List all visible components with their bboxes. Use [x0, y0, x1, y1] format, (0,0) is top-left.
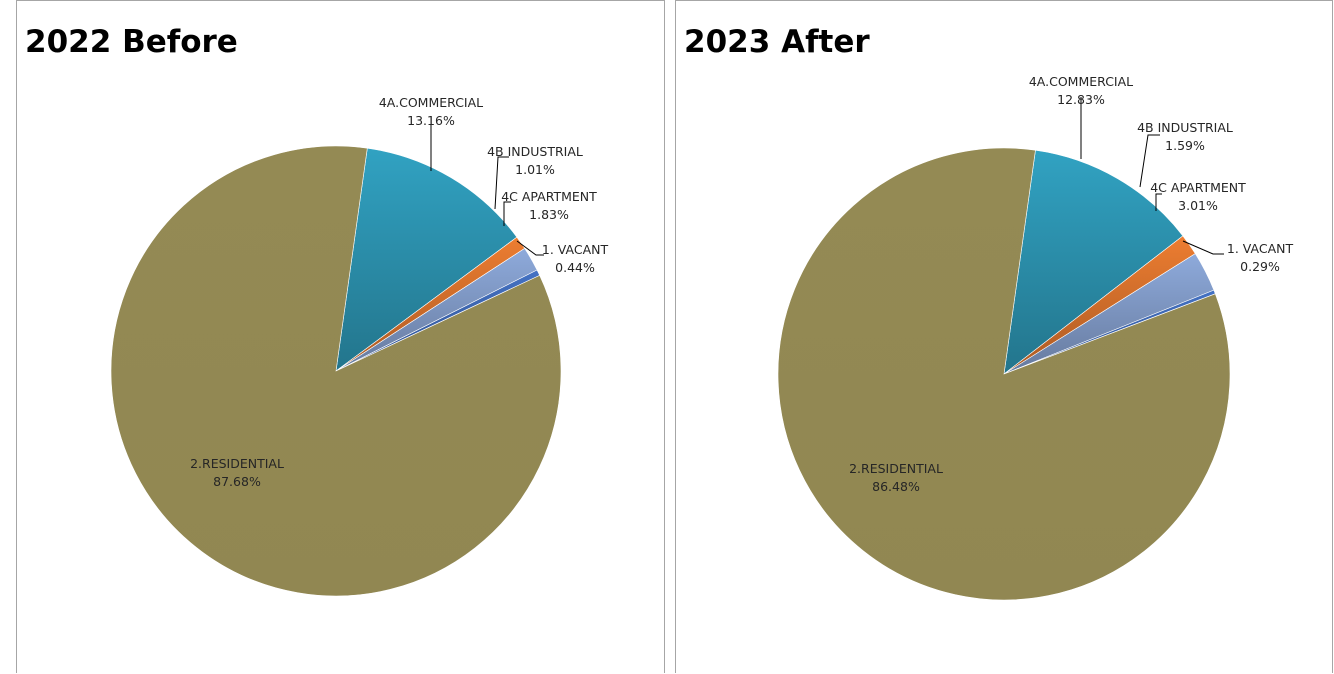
- pie-chart-2022: 4A.COMMERCIAL 13.16% 4B INDUSTRIAL 1.01% 4C …: [110, 95, 609, 597]
- pie-chart-2023: 4A.COMMERCIAL 12.83% 4B INDUSTRIAL 1.59% 4C …: [777, 74, 1294, 601]
- slice-value-2-residential: 87.68%: [213, 474, 261, 489]
- pie-slice-4a-commercial: [1003, 149, 1184, 375]
- slice-value-4a-commercial: 13.16%: [407, 113, 455, 128]
- pie-chart-panel-2023: 2023 After 4A.COMMERCIAL 12.83% 4B INDUSTR…: [675, 0, 1333, 673]
- chart-title-2023: 2023 After: [684, 24, 870, 60]
- slice-label-4c-apartment: 4C APARTMENT: [1150, 180, 1246, 195]
- leader-line-1-vacant: [1182, 240, 1224, 255]
- pie-slice-4a-commercial: [335, 147, 518, 372]
- slice-value-4c-apartment: 1.83%: [529, 207, 569, 222]
- slice-value-4b-industrial: 1.01%: [515, 162, 555, 177]
- slice-label-4c-apartment: 4C APARTMENT: [501, 189, 597, 204]
- slice-label-4b-industrial: 4B INDUSTRIAL: [1137, 120, 1233, 135]
- leader-line-4c-apartment: [1155, 193, 1162, 211]
- slice-value-2-residential: 86.48%: [872, 479, 920, 494]
- leader-line-4b-industrial: [1139, 134, 1160, 188]
- slice-label-2-residential: 2.RESIDENTIAL: [849, 461, 943, 476]
- slice-label-4b-industrial: 4B INDUSTRIAL: [487, 144, 583, 159]
- leader-line-4b-industrial: [494, 156, 509, 210]
- slice-label-4a-commercial: 4A.COMMERCIAL: [379, 95, 483, 110]
- leader-line-1-vacant: [516, 240, 544, 256]
- slice-label-4a-commercial: 4A.COMMERCIAL: [1029, 74, 1133, 89]
- slice-value-1-vacant: 0.44%: [555, 260, 595, 275]
- chart-title-2022: 2022 Before: [25, 24, 238, 60]
- slice-value-1-vacant: 0.29%: [1240, 259, 1280, 274]
- pie-chart-panel-2022: 2022 Before 4A.COMMERCIAL 13.16% 4B INDUST…: [16, 0, 665, 673]
- slice-label-1-vacant: 1. VACANT: [1227, 241, 1294, 256]
- leader-line-4c-apartment: [503, 201, 511, 226]
- pie-slice-2-residential: [777, 147, 1231, 601]
- slice-value-4c-apartment: 3.01%: [1178, 198, 1218, 213]
- slice-value-4a-commercial: 12.83%: [1057, 92, 1105, 107]
- slice-value-4b-industrial: 1.59%: [1165, 138, 1205, 153]
- slice-label-1-vacant: 1. VACANT: [542, 242, 609, 257]
- pie-slice-2-residential: [110, 145, 562, 597]
- slice-label-2-residential: 2.RESIDENTIAL: [190, 456, 284, 471]
